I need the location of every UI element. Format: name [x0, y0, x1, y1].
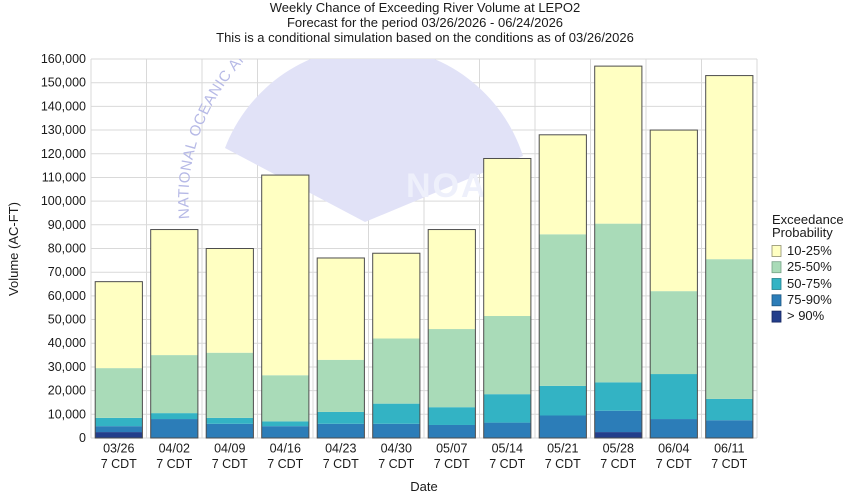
- svg-text:Probability: Probability: [772, 225, 833, 240]
- svg-text:06/11: 06/11: [714, 442, 744, 456]
- svg-text:7 CDT: 7 CDT: [600, 457, 636, 471]
- svg-text:This is a conditional simulati: This is a conditional simulation based o…: [216, 30, 634, 45]
- svg-text:04/09: 04/09: [214, 442, 245, 456]
- svg-text:25-50%: 25-50%: [787, 259, 832, 274]
- svg-text:05/21: 05/21: [547, 442, 578, 456]
- svg-text:110,000: 110,000: [42, 170, 86, 184]
- svg-text:> 90%: > 90%: [787, 308, 825, 323]
- svg-text:04/30: 04/30: [381, 442, 412, 456]
- svg-text:50-75%: 50-75%: [787, 276, 832, 291]
- svg-text:05/07: 05/07: [436, 442, 467, 456]
- svg-text:7 CDT: 7 CDT: [378, 457, 414, 471]
- svg-text:80,000: 80,000: [48, 242, 86, 256]
- svg-text:05/28: 05/28: [603, 442, 634, 456]
- svg-text:03/26: 03/26: [103, 442, 134, 456]
- svg-text:7 CDT: 7 CDT: [434, 457, 470, 471]
- svg-text:140,000: 140,000: [41, 99, 86, 113]
- svg-text:100,000: 100,000: [41, 194, 86, 208]
- svg-text:7 CDT: 7 CDT: [212, 457, 248, 471]
- svg-text:20,000: 20,000: [48, 384, 86, 398]
- svg-text:04/02: 04/02: [159, 442, 190, 456]
- svg-text:70,000: 70,000: [48, 265, 86, 279]
- svg-text:120,000: 120,000: [41, 147, 86, 161]
- svg-text:04/23: 04/23: [325, 442, 356, 456]
- svg-text:7 CDT: 7 CDT: [267, 457, 303, 471]
- svg-text:Date: Date: [410, 479, 437, 494]
- svg-text:04/16: 04/16: [270, 442, 301, 456]
- svg-text:50,000: 50,000: [48, 313, 86, 327]
- svg-text:Weekly Chance of Exceeding Riv: Weekly Chance of Exceeding River Volume …: [270, 0, 580, 15]
- svg-text:7 CDT: 7 CDT: [656, 457, 692, 471]
- svg-text:90,000: 90,000: [48, 218, 86, 232]
- svg-text:160,000: 160,000: [41, 52, 86, 66]
- svg-text:40,000: 40,000: [48, 336, 86, 350]
- svg-text:Volume (AC-FT): Volume (AC-FT): [6, 202, 21, 296]
- svg-text:06/04: 06/04: [658, 442, 689, 456]
- svg-text:10,000: 10,000: [48, 407, 86, 421]
- svg-text:30,000: 30,000: [48, 360, 86, 374]
- svg-text:05/14: 05/14: [492, 442, 523, 456]
- svg-text:7 CDT: 7 CDT: [545, 457, 581, 471]
- svg-text:7 CDT: 7 CDT: [711, 457, 747, 471]
- svg-text:130,000: 130,000: [41, 123, 86, 137]
- svg-text:7 CDT: 7 CDT: [323, 457, 359, 471]
- svg-text:60,000: 60,000: [48, 289, 86, 303]
- svg-text:7 CDT: 7 CDT: [489, 457, 525, 471]
- svg-text:7 CDT: 7 CDT: [101, 457, 137, 471]
- svg-text:75-90%: 75-90%: [787, 292, 832, 307]
- svg-text:0: 0: [79, 431, 86, 445]
- svg-text:Forecast for the period 03/26/: Forecast for the period 03/26/2026 - 06/…: [287, 15, 563, 30]
- svg-text:7 CDT: 7 CDT: [156, 457, 192, 471]
- svg-text:150,000: 150,000: [41, 76, 86, 90]
- svg-text:10-25%: 10-25%: [787, 243, 832, 258]
